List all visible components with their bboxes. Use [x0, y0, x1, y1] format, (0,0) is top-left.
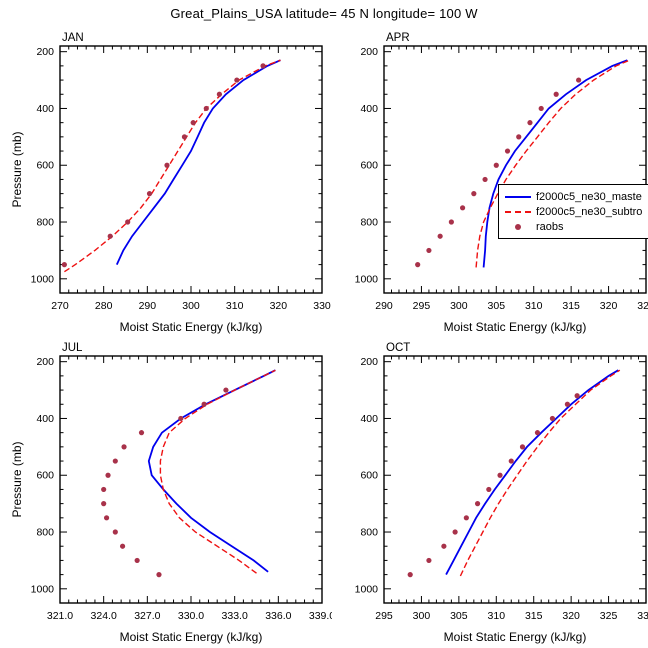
svg-text:OCT: OCT — [386, 342, 410, 354]
svg-text:310: 310 — [525, 300, 543, 312]
svg-text:321.0: 321.0 — [47, 610, 73, 622]
svg-text:315: 315 — [562, 300, 580, 312]
svg-text:336.0: 336.0 — [265, 610, 291, 622]
svg-text:400: 400 — [360, 413, 378, 425]
svg-text:800: 800 — [36, 217, 54, 229]
svg-text:800: 800 — [360, 217, 378, 229]
svg-text:320: 320 — [600, 300, 618, 312]
svg-text:315: 315 — [525, 610, 543, 622]
svg-text:300: 300 — [182, 300, 200, 312]
legend: f2000c5_ne30_maste f2000c5_ne30_subtro r… — [498, 184, 648, 239]
svg-text:290: 290 — [375, 300, 393, 312]
legend-label-master: f2000c5_ne30_maste — [536, 190, 642, 203]
svg-text:1000: 1000 — [355, 583, 379, 595]
svg-text:Pressure (mb): Pressure (mb) — [10, 131, 24, 207]
svg-text:270: 270 — [51, 300, 69, 312]
panel-jul: 321.0 324.0 327.0 330.0 333.0 336.0 339.0 200 40… — [10, 342, 332, 644]
svg-text:327.0: 327.0 — [134, 610, 160, 622]
svg-text:333.0: 333.0 — [222, 610, 248, 622]
svg-text:1000: 1000 — [31, 273, 55, 285]
svg-text:325: 325 — [637, 300, 648, 312]
svg-text:800: 800 — [360, 527, 378, 539]
svg-text:600: 600 — [36, 470, 54, 482]
svg-text:Pressure (mb): Pressure (mb) — [10, 441, 24, 517]
svg-text:200: 200 — [360, 356, 378, 368]
svg-text:APR: APR — [386, 32, 410, 44]
svg-text:325: 325 — [600, 610, 618, 622]
legend-label-subtropical: f2000c5_ne30_subtro — [536, 205, 643, 218]
svg-text:330.0: 330.0 — [178, 610, 204, 622]
svg-text:280: 280 — [95, 300, 113, 312]
svg-text:305: 305 — [488, 300, 506, 312]
svg-text:800: 800 — [36, 527, 54, 539]
legend-label-raobs: raobs — [536, 220, 564, 233]
svg-text:JUL: JUL — [62, 342, 83, 354]
svg-text:295: 295 — [375, 610, 393, 622]
svg-text:200: 200 — [36, 46, 54, 58]
dot-marker-sample — [505, 223, 531, 230]
svg-text:200: 200 — [360, 46, 378, 58]
legend-item-master: f2000c5_ne30_maste — [505, 189, 648, 204]
svg-text:339.0: 339.0 — [309, 610, 332, 622]
svg-text:600: 600 — [360, 470, 378, 482]
svg-text:Moist Static Energy (kJ/kg): Moist Static Energy (kJ/kg) — [444, 320, 587, 334]
legend-item-subtropical: f2000c5_ne30_subtro — [505, 204, 648, 219]
svg-text:300: 300 — [450, 300, 468, 312]
legend-item-raobs: raobs — [505, 219, 648, 234]
solid-line-sample — [505, 195, 531, 198]
svg-text:200: 200 — [36, 356, 54, 368]
svg-text:1000: 1000 — [31, 583, 55, 595]
svg-text:400: 400 — [36, 413, 54, 425]
svg-text:330: 330 — [637, 610, 648, 622]
figure-title: Great_Plains_USA latitude= 45 N longitud… — [170, 6, 478, 21]
svg-text:600: 600 — [36, 160, 54, 172]
svg-text:320: 320 — [270, 300, 288, 312]
svg-text:1000: 1000 — [355, 273, 379, 285]
svg-text:305: 305 — [450, 610, 468, 622]
svg-text:320: 320 — [562, 610, 580, 622]
panel-jan: 270 280 290 300 310 320 330 200 400 600 800 1000 JAN… — [10, 32, 331, 334]
svg-text:JAN: JAN — [62, 32, 84, 44]
panel-apr: 290 295 300 305 310 315 320 325 200 400 600 800 1000… — [355, 32, 648, 334]
svg-text:Moist Static Energy (kJ/kg): Moist Static Energy (kJ/kg) — [444, 630, 587, 644]
svg-text:310: 310 — [488, 610, 506, 622]
svg-text:290: 290 — [139, 300, 157, 312]
svg-text:324.0: 324.0 — [91, 610, 117, 622]
svg-text:310: 310 — [226, 300, 244, 312]
svg-text:300: 300 — [413, 610, 431, 622]
svg-text:600: 600 — [360, 160, 378, 172]
svg-text:400: 400 — [36, 103, 54, 115]
svg-text:400: 400 — [360, 103, 378, 115]
svg-text:330: 330 — [313, 300, 331, 312]
svg-text:Moist Static Energy (kJ/kg): Moist Static Energy (kJ/kg) — [120, 320, 263, 334]
svg-text:295: 295 — [413, 300, 431, 312]
panel-oct: 295 300 305 310 315 320 325 330 200 400 600 800 1000… — [355, 342, 648, 644]
svg-text:Moist Static Energy (kJ/kg): Moist Static Energy (kJ/kg) — [120, 630, 263, 644]
dashed-line-sample — [505, 210, 531, 213]
